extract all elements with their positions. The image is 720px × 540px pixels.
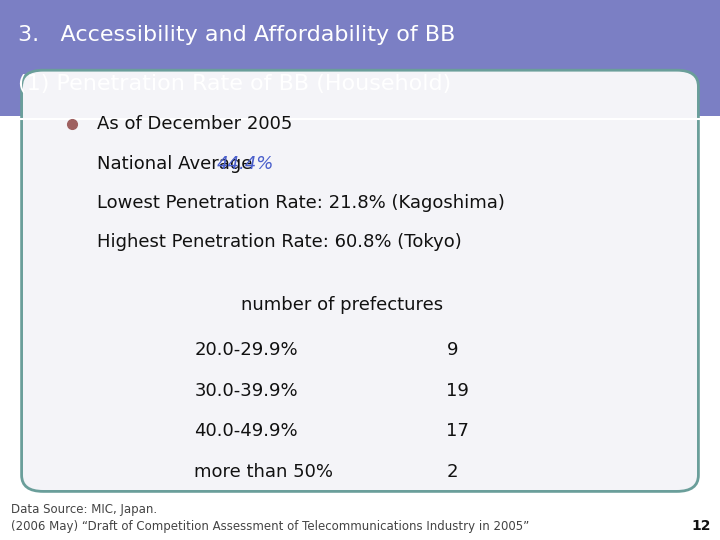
- Text: Highest Penetration Rate: 60.8% (Tokyo): Highest Penetration Rate: 60.8% (Tokyo): [97, 233, 462, 252]
- Text: (1) Penetration Rate of BB (Household): (1) Penetration Rate of BB (Household): [18, 73, 451, 93]
- Text: 30.0-39.9%: 30.0-39.9%: [194, 382, 298, 400]
- Text: 19: 19: [446, 382, 469, 400]
- Text: 44.4%: 44.4%: [217, 154, 274, 173]
- Text: 40.0-49.9%: 40.0-49.9%: [194, 422, 298, 441]
- Text: 20.0-29.9%: 20.0-29.9%: [194, 341, 298, 360]
- Text: As of December 2005: As of December 2005: [97, 115, 292, 133]
- Text: Data Source: MIC, Japan.: Data Source: MIC, Japan.: [11, 503, 157, 516]
- FancyBboxPatch shape: [22, 70, 698, 491]
- Text: more than 50%: more than 50%: [194, 463, 333, 481]
- Text: National Average: National Average: [97, 154, 258, 173]
- Text: 9: 9: [446, 341, 458, 360]
- Text: (2006 May) “Draft of Competition Assessment of Telecommunications Industry in 20: (2006 May) “Draft of Competition Assessm…: [11, 520, 529, 533]
- Text: 3.   Accessibility and Affordability of BB: 3. Accessibility and Affordability of BB: [18, 25, 455, 45]
- Text: number of prefectures: number of prefectures: [241, 295, 443, 314]
- Text: Lowest Penetration Rate: 21.8% (Kagoshima): Lowest Penetration Rate: 21.8% (Kagoshim…: [97, 194, 505, 212]
- Bar: [0, 0, 720, 116]
- Text: 2: 2: [446, 463, 458, 481]
- Text: 17: 17: [446, 422, 469, 441]
- Text: 12: 12: [692, 519, 711, 534]
